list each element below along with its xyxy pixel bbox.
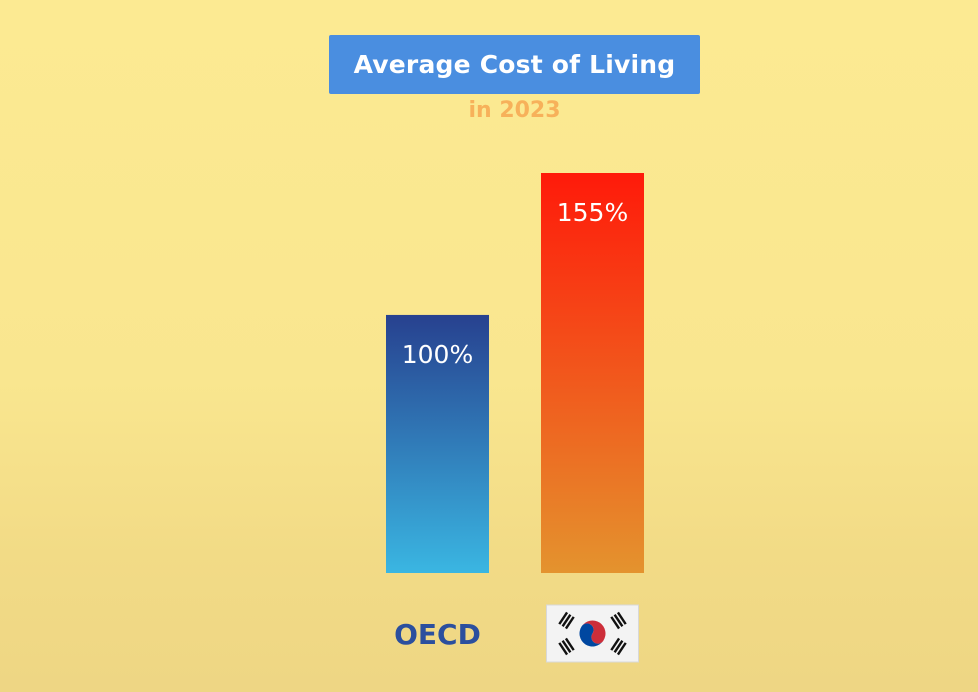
category-label-oecd: OECD — [394, 618, 481, 651]
bar-south-korea — [541, 173, 644, 573]
bar-value-label: 100% — [402, 340, 473, 369]
chart-title: Average Cost of Living — [329, 35, 700, 94]
bar-value-label: 155% — [557, 198, 628, 227]
chart-subtitle: in 2023 — [468, 98, 561, 123]
korea-flag-icon — [546, 604, 639, 663]
bar-oecd — [386, 314, 489, 573]
